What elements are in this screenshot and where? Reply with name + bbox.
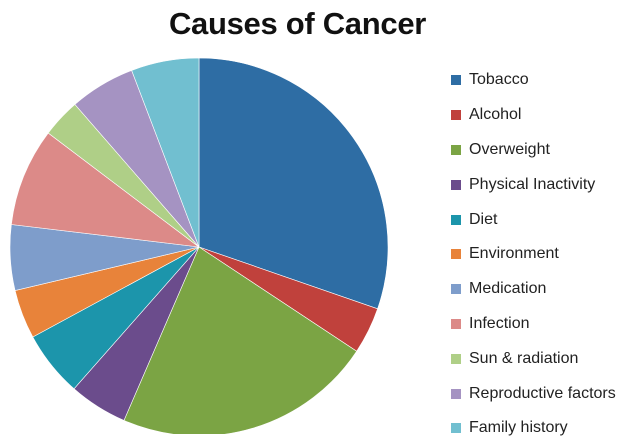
legend-swatch bbox=[451, 179, 461, 190]
legend-swatch bbox=[451, 110, 461, 121]
legend-item-alcohol: Alcohol bbox=[451, 98, 616, 133]
legend-item-environment: Environment bbox=[451, 237, 616, 272]
legend-label: Diet bbox=[469, 210, 498, 228]
legend-swatch bbox=[451, 75, 461, 86]
legend-label: Overweight bbox=[469, 140, 550, 158]
legend-swatch bbox=[451, 318, 461, 329]
legend-label: Environment bbox=[469, 245, 559, 263]
legend-swatch bbox=[451, 249, 461, 260]
legend-item-medication: Medication bbox=[451, 272, 616, 307]
legend-label: Infection bbox=[469, 314, 530, 332]
legend-item-tobacco: Tobacco bbox=[451, 63, 616, 98]
pie-slice-overweight bbox=[123, 246, 358, 434]
legend-label: Tobacco bbox=[469, 71, 529, 89]
pie-slice-tobacco bbox=[198, 57, 389, 310]
legend-label: Family history bbox=[469, 419, 568, 437]
pie-chart bbox=[9, 57, 389, 434]
legend-swatch bbox=[451, 144, 461, 155]
legend-swatch bbox=[451, 214, 461, 225]
legend-item-diet: Diet bbox=[451, 202, 616, 237]
legend: Tobacco Alcohol Overweight Physical Inactiv… bbox=[451, 63, 616, 446]
legend-label: Medication bbox=[469, 280, 547, 298]
legend-swatch bbox=[451, 284, 461, 295]
legend-item-sun-and-radiation: Sun & radiation bbox=[451, 341, 616, 376]
legend-label: Alcohol bbox=[469, 106, 522, 124]
legend-label: Reproductive factors bbox=[469, 384, 616, 402]
legend-swatch bbox=[451, 423, 461, 434]
legend-item-family-history: Family history bbox=[451, 411, 616, 446]
legend-swatch bbox=[451, 388, 461, 399]
legend-label: Sun & radiation bbox=[469, 349, 579, 367]
legend-item-physical-inactivity: Physical Inactivity bbox=[451, 167, 616, 202]
legend-item-overweight: Overweight bbox=[451, 133, 616, 168]
legend-item-infection: Infection bbox=[451, 307, 616, 342]
legend-label: Physical Inactivity bbox=[469, 175, 596, 193]
chart-title: Causes of Cancer bbox=[168, 6, 427, 41]
legend-item-reproductive-factors: Reproductive factors bbox=[451, 376, 616, 411]
legend-swatch bbox=[451, 353, 461, 364]
pie-slice-family-history bbox=[131, 57, 200, 248]
pie-slice-infection bbox=[11, 132, 201, 248]
